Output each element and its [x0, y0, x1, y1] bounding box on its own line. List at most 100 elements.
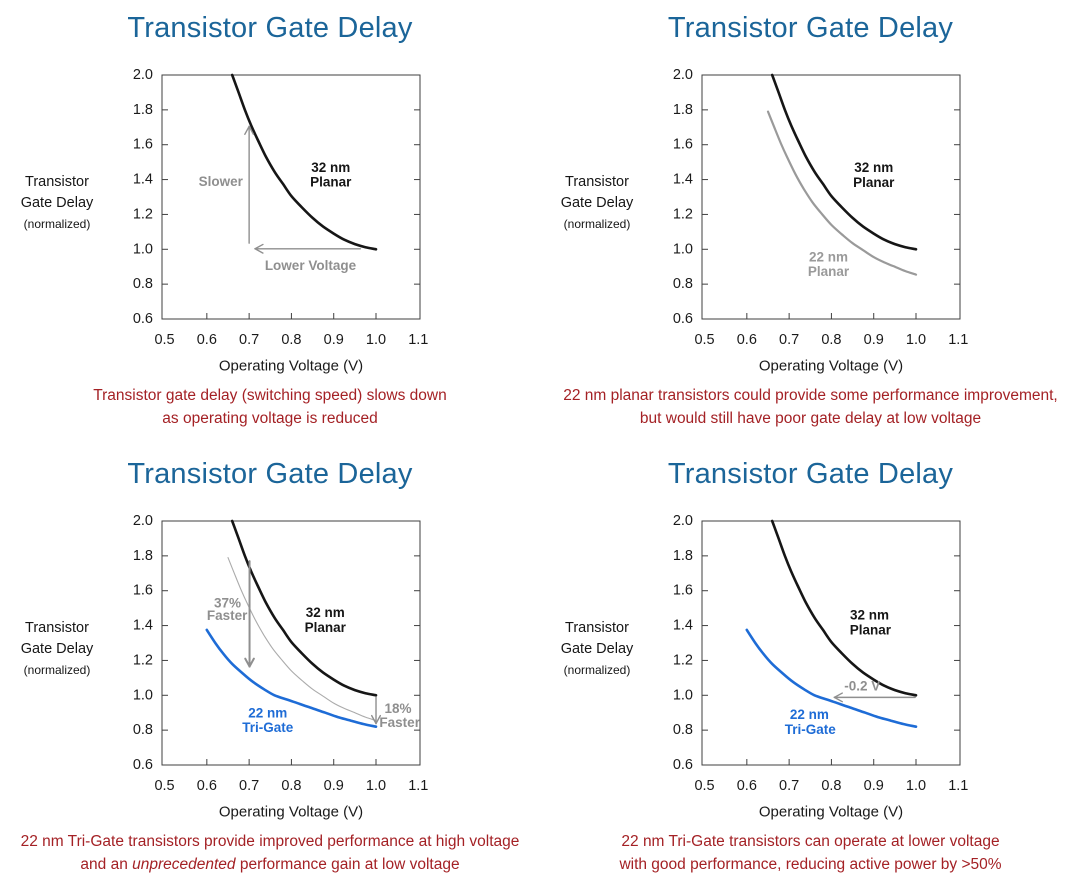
annotation-label: 22 nm	[248, 706, 287, 721]
x-tick-label: 0.9	[324, 778, 344, 794]
tick-marks	[702, 555, 960, 765]
x-tick-label: 0.9	[864, 332, 884, 348]
y-tick-label: 1.4	[133, 618, 153, 634]
y-axis-label-line3: (normalized)	[23, 217, 91, 231]
annotation-label: Lower Voltage	[265, 258, 357, 273]
caption-line: as operating voltage is reduced	[162, 410, 378, 427]
y-tick-label: 0.8	[133, 722, 153, 738]
annotation-arrow	[244, 560, 255, 668]
y-axis-label-line1: Transistor	[25, 620, 89, 636]
tick-labels: 0.60.81.01.21.41.61.82.00.5 0.6 0.7 0.8 0.9 1…	[673, 513, 969, 794]
annotation-label: 32 nm	[850, 607, 889, 622]
x-tick-label: 1.0	[906, 778, 926, 794]
y-tick-label: 1.0	[673, 687, 693, 703]
y-tick-label: 1.8	[673, 548, 693, 564]
y-axis-label: Transistor Gate Delay (normalized)	[0, 504, 114, 826]
chart-caption: 22 nm Tri-Gate transistors provide impro…	[0, 830, 540, 876]
x-tick-label: 1.1	[948, 778, 968, 794]
x-tick-label: 0.7	[779, 778, 799, 794]
tick-marks	[162, 109, 420, 319]
x-tick-label: 0.9	[864, 778, 884, 794]
annotation-label: 22 nm	[809, 250, 848, 265]
y-axis-label-line3: (normalized)	[563, 217, 631, 231]
caption-line: 22 nm planar transistors could provide s…	[563, 387, 1058, 404]
x-axis-title: Operating Voltage (V)	[219, 358, 363, 375]
y-tick-label: 0.8	[673, 276, 693, 292]
tick-marks	[162, 555, 420, 765]
x-tick-label: 0.7	[239, 778, 259, 794]
caption-line: but would still have poor gate delay at …	[639, 410, 982, 427]
annotation-label: Planar	[850, 623, 892, 638]
chart-title: Transistor Gate Delay	[127, 458, 413, 490]
x-tick-label: 0.8	[281, 332, 301, 348]
tick-labels: 0.60.81.01.21.41.61.82.00.5 0.6 0.7 0.8 0.9 1…	[133, 513, 429, 794]
annotation-label: 32 nm	[306, 605, 345, 620]
y-tick-label: 0.6	[133, 311, 153, 327]
y-axis-label: Transistor Gate Delay (normalized)	[540, 58, 654, 380]
x-tick-label: 1.1	[948, 332, 968, 348]
curve-32-nm-planar	[770, 519, 918, 697]
x-tick-label: 0.8	[281, 778, 301, 794]
y-tick-label: 2.0	[133, 513, 153, 529]
x-tick-label: 1.1	[408, 778, 428, 794]
annotation-label: -0.2 V	[844, 679, 880, 694]
y-tick-label: 1.6	[673, 583, 693, 599]
y-axis-label-line3: (normalized)	[23, 663, 91, 677]
plot-canvas: 0.60.81.01.21.41.61.82.00.5 0.6 0.7 0.8 0.9 1…	[133, 67, 429, 375]
chart-row: Transistor Gate Delay (normalized) 0.6 0.…	[0, 58, 540, 380]
tick-marks	[702, 109, 960, 319]
chart-row: Transistor Gate Delay (normalized) 0.6 0.…	[540, 504, 1081, 826]
chart-row: Transistor Gate Delay (normalized) 0.6 0.…	[540, 58, 1081, 380]
annotation-label: Faster	[379, 715, 420, 730]
y-tick-label: 1.8	[133, 102, 153, 118]
curve-22-nm-tri-gate	[745, 628, 918, 728]
annotation-arrow	[254, 243, 362, 254]
x-tick-label: 0.5	[694, 778, 714, 794]
x-tick-label: 0.8	[821, 778, 841, 794]
curve-22-nm-tri-gate	[205, 628, 378, 728]
x-tick-label: 0.6	[197, 332, 217, 348]
chart-title: Transistor Gate Delay	[127, 12, 413, 44]
x-tick-label: 0.7	[779, 332, 799, 348]
y-tick-label: 1.2	[133, 652, 153, 668]
chart-title: Transistor Gate Delay	[667, 458, 954, 490]
x-tick-label: 0.9	[324, 332, 344, 348]
annotation-label: Planar	[305, 620, 347, 635]
annotation-arrow	[244, 125, 255, 244]
x-axis-title: Operating Voltage (V)	[759, 358, 903, 375]
y-axis-label-line2: Gate Delay	[20, 641, 94, 657]
curve-32-nm-planar	[230, 519, 378, 697]
y-axis-label-line1: Transistor	[565, 620, 629, 636]
y-tick-label: 2.0	[673, 67, 693, 83]
x-tick-label: 0.5	[694, 332, 714, 348]
annotation-label: Faster	[207, 608, 248, 623]
annotation-label: Tri-Gate	[242, 720, 294, 735]
x-tick-label: 0.5	[154, 332, 174, 348]
caption-line: and an unprecedented performance gain at…	[80, 856, 460, 873]
y-axis-label-line2: Gate Delay	[560, 641, 634, 657]
annotation-label: Tri-Gate	[785, 722, 837, 737]
annotation-label: 37%	[214, 595, 241, 610]
x-tick-label: 1.1	[408, 332, 428, 348]
chart-panel-bottom-left: Transistor Gate Delay Transistor Gate De…	[0, 446, 540, 892]
chart-panel-top-right: Transistor Gate Delay Transistor Gate De…	[540, 0, 1081, 446]
y-axis-label-line1: Transistor	[565, 174, 629, 190]
curve-22-nm-planar-reference-	[227, 557, 377, 722]
chart-panel-top-left: Transistor Gate Delay Transistor Gate De…	[0, 0, 540, 446]
y-tick-label: 0.8	[673, 722, 693, 738]
curve-32-nm-planar	[770, 73, 918, 251]
curve-22-nm-planar	[766, 110, 918, 276]
y-tick-label: 1.4	[673, 172, 693, 188]
x-axis-title: Operating Voltage (V)	[759, 804, 903, 821]
plot-canvas: 0.60.81.01.21.41.61.82.00.5 0.6 0.7 0.8 0.9 1…	[133, 513, 429, 821]
y-axis-label-line2: Gate Delay	[20, 195, 94, 211]
y-tick-label: 1.6	[133, 583, 153, 599]
y-tick-label: 1.2	[673, 652, 693, 668]
chart-panel-bottom-right: Transistor Gate Delay Transistor Gate De…	[540, 446, 1081, 892]
x-tick-label: 1.0	[366, 778, 386, 794]
x-tick-label: 0.6	[737, 778, 757, 794]
chart-caption: Transistor gate delay (switching speed) …	[0, 384, 540, 430]
annotation-label: Planar	[853, 175, 895, 190]
caption-line: 22 nm Tri-Gate transistors can operate a…	[621, 833, 1000, 850]
